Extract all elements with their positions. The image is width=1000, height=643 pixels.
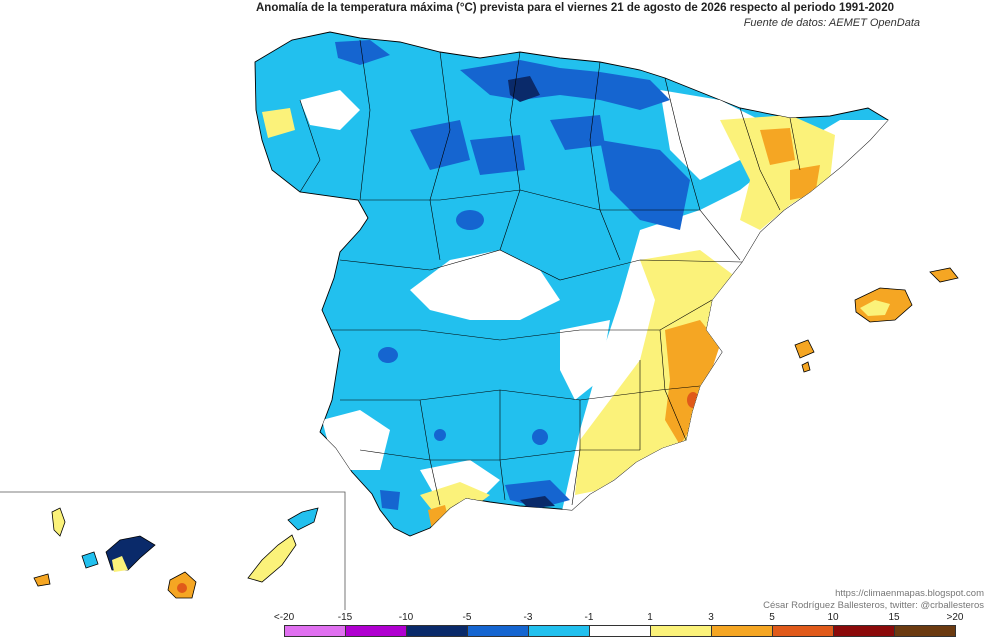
- legend-tick-label: -3: [523, 612, 533, 623]
- anomaly-zone-warm-catalonia: [720, 115, 835, 230]
- anomaly-spot-jaen: [532, 429, 548, 445]
- mallorca-coast: [860, 300, 890, 316]
- lanzarote: [287, 507, 319, 531]
- blog-url: https://climaenmapas.blogspot.com: [835, 588, 984, 599]
- legend-swatch: [711, 625, 773, 637]
- province-borders: [299, 39, 801, 506]
- legend-tick-label: -1: [584, 612, 594, 623]
- legend-swatch: [284, 625, 346, 637]
- gran-canaria-hot-spot: [177, 583, 187, 593]
- anomaly-zone-cold-almeria-coast: [520, 496, 555, 508]
- legend-tick-label: 15: [888, 612, 900, 623]
- credits: https://climaenmapas.blogspot.com César …: [763, 588, 984, 612]
- anomaly-zone-cool-burgos: [600, 140, 690, 230]
- anomaly-zone-hot-valencia: [665, 320, 720, 445]
- menorca: [929, 267, 959, 283]
- anomaly-zone-cool-asturias: [335, 40, 390, 65]
- fuerteventura: [247, 534, 297, 583]
- anomaly-zone-normal-north: [300, 90, 360, 130]
- anomaly-zone-cool-huelva: [380, 490, 400, 510]
- data-source: Fuente de datos: AEMET OpenData: [743, 17, 920, 29]
- legend-tick-label: 1: [647, 612, 653, 623]
- formentera: [801, 361, 811, 373]
- legend-swatch: [772, 625, 834, 637]
- anomaly-zone-normal-southeast: [560, 320, 610, 400]
- legend-tick-label: >20: [946, 612, 964, 623]
- anomaly-zone-cool-cantabria: [460, 60, 670, 110]
- el-hierro: [33, 573, 51, 587]
- legend-swatch: [406, 625, 468, 637]
- anomaly-zone-cool-palencia: [470, 135, 525, 175]
- legend-tick-label: -5: [462, 612, 472, 623]
- legend-swatch: [833, 625, 895, 637]
- anomaly-spot-cordoba: [434, 429, 446, 441]
- anomaly-zone-cool-soria: [550, 115, 605, 150]
- legend-swatch: [650, 625, 712, 637]
- legend-swatch: [345, 625, 407, 637]
- anomaly-zone-cold-cantabria: [508, 76, 540, 102]
- anomaly-spot-alicante: [687, 392, 699, 408]
- la-gomera: [81, 551, 99, 569]
- legend-swatch: [467, 625, 529, 637]
- anomaly-zone-warm-galicia: [262, 108, 295, 138]
- anomaly-spot-segovia: [456, 210, 484, 230]
- legend-tick-label: -10: [398, 612, 414, 623]
- legend-swatch: [528, 625, 590, 637]
- legend-swatch: [894, 625, 956, 637]
- la-palma: [51, 507, 66, 537]
- map-title: Anomalía de la temperatura máxima (°C) p…: [255, 2, 894, 14]
- anomaly-zone-hot-tarragona: [790, 165, 820, 200]
- legend-tick-label: 5: [769, 612, 775, 623]
- legend-tick-label: <-20: [273, 612, 295, 623]
- legend-swatch: [589, 625, 651, 637]
- tenerife-south: [112, 556, 128, 572]
- legend-tick-label: 10: [827, 612, 839, 623]
- ibiza: [794, 339, 815, 359]
- legend-tick-label: 3: [708, 612, 714, 623]
- legend-bar: [284, 625, 956, 637]
- author-credit: César Rodríguez Ballesteros, twitter: @c…: [763, 600, 984, 611]
- anomaly-zone-warm-east: [575, 250, 740, 495]
- anomaly-spot-caceres: [378, 347, 398, 363]
- anomaly-zone-normal-center: [410, 250, 560, 320]
- anomaly-zone-cool-leon: [410, 120, 470, 170]
- anomaly-map: [0, 31, 959, 610]
- anomaly-zone-hot-lleida: [760, 128, 795, 165]
- legend-tick-label: -15: [337, 612, 353, 623]
- canary-inset-frame: [0, 491, 346, 610]
